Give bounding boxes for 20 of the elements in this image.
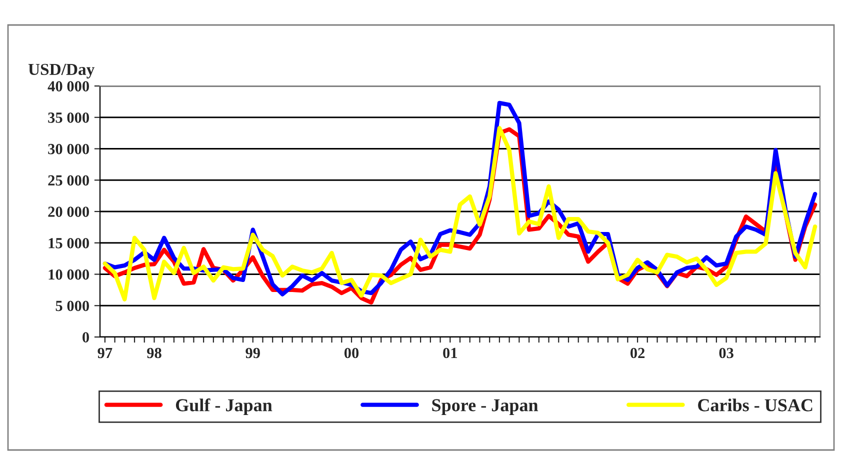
y-tick-label: 20 000 xyxy=(48,206,89,217)
x-tick-label: 98 xyxy=(147,348,162,358)
y-tick-label: 0 xyxy=(82,332,89,342)
x-tick-label: 01 xyxy=(443,348,457,358)
x-tick-label: 99 xyxy=(246,348,260,358)
x-tick-label: 00 xyxy=(344,348,359,358)
y-tick-label: 40 000 xyxy=(48,81,89,92)
x-tick-label: 02 xyxy=(630,348,645,358)
y-axis-title: USD/Day xyxy=(28,64,95,78)
y-tick-label: 5 000 xyxy=(56,300,89,312)
y-tick-label: 35 000 xyxy=(48,112,89,123)
x-tick-label: 97 xyxy=(98,348,112,358)
y-tick-label: 30 000 xyxy=(48,144,89,154)
legend-label: Gulf - Japan xyxy=(176,398,272,415)
x-tick-label: 03 xyxy=(719,348,734,358)
y-tick-label: 10 000 xyxy=(48,269,89,280)
legend-label: Spore - Japan xyxy=(432,399,538,415)
legend-label: Caribs - USAC xyxy=(698,398,812,412)
y-tick-label: 25 000 xyxy=(48,175,89,186)
y-tick-label: 15 000 xyxy=(48,238,89,248)
